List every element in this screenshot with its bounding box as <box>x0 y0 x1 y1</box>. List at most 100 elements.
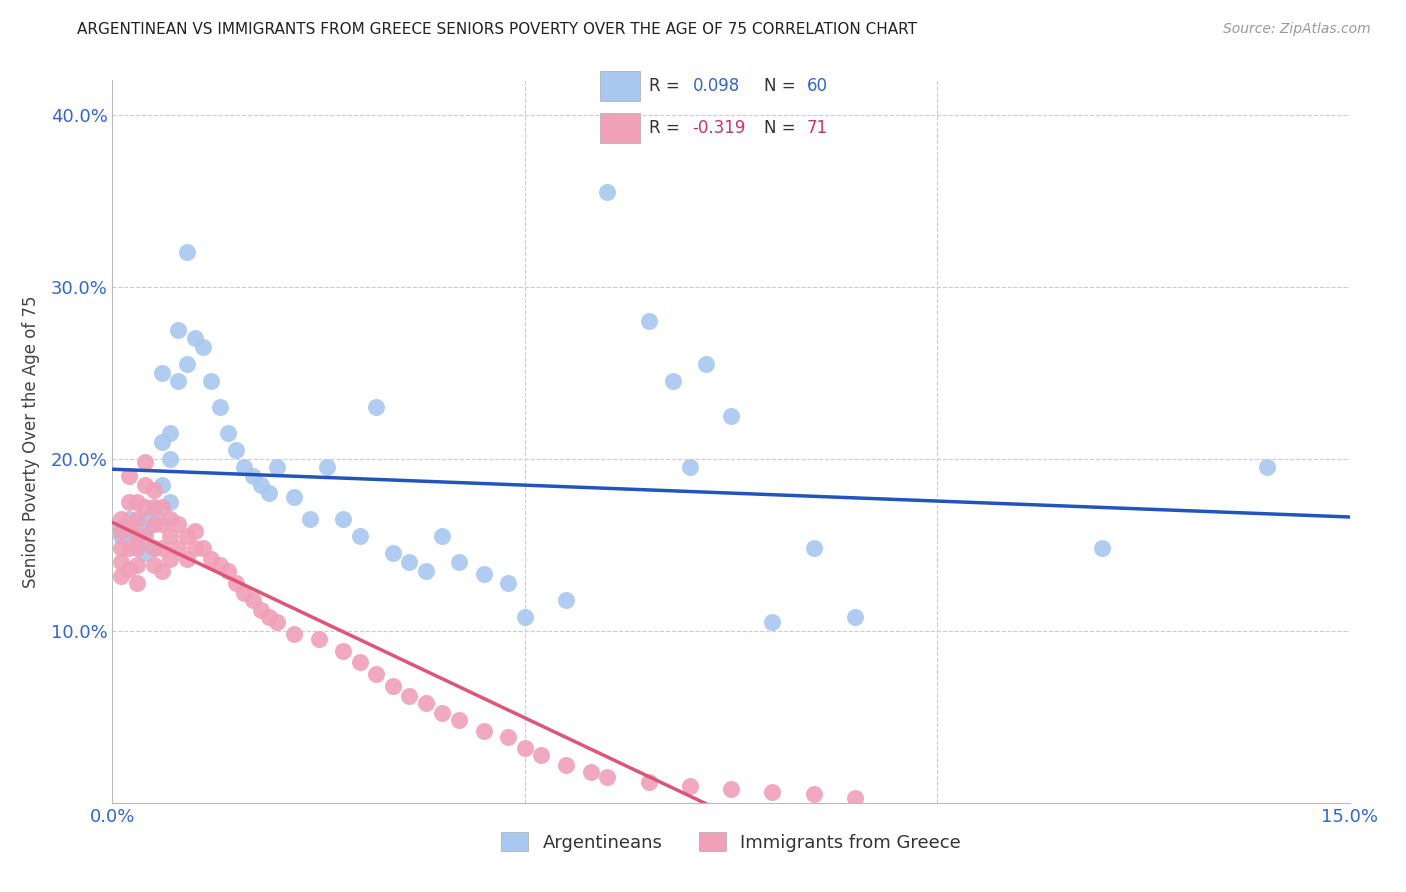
Point <box>176 245 198 260</box>
Point <box>110 555 132 569</box>
Point <box>472 567 495 582</box>
Point <box>200 375 222 389</box>
Point <box>150 477 173 491</box>
Point <box>184 331 207 345</box>
Point <box>366 666 388 681</box>
Text: 60: 60 <box>807 77 828 95</box>
Point <box>176 551 198 566</box>
Point <box>110 568 132 582</box>
Point <box>167 323 190 337</box>
Point <box>844 610 866 624</box>
Text: -0.319: -0.319 <box>693 119 747 136</box>
Point <box>150 500 173 514</box>
Point <box>134 500 156 514</box>
Point <box>225 443 247 458</box>
Point <box>142 558 165 573</box>
Point <box>415 696 437 710</box>
Point <box>127 529 149 543</box>
Point <box>398 689 420 703</box>
Point <box>127 524 149 538</box>
Text: N =: N = <box>763 77 800 95</box>
Point <box>332 644 354 658</box>
Point <box>127 494 149 508</box>
Point <box>118 517 141 532</box>
Point <box>176 529 198 543</box>
Point <box>150 541 173 556</box>
Point <box>250 477 273 491</box>
FancyBboxPatch shape <box>600 71 640 101</box>
Legend: Argentineans, Immigrants from Greece: Argentineans, Immigrants from Greece <box>494 825 969 859</box>
Point <box>803 787 825 801</box>
Point <box>366 400 388 414</box>
Point <box>142 517 165 532</box>
Point <box>257 486 280 500</box>
Point <box>134 529 156 543</box>
Point <box>200 551 222 566</box>
Point <box>447 713 470 727</box>
Point <box>127 512 149 526</box>
Point <box>720 409 742 423</box>
Point <box>283 627 305 641</box>
Point <box>208 400 231 414</box>
Point <box>142 483 165 497</box>
Point <box>118 512 141 526</box>
Point <box>555 758 578 772</box>
Point <box>127 541 149 556</box>
FancyBboxPatch shape <box>600 113 640 143</box>
Point <box>127 558 149 573</box>
Point <box>159 551 181 566</box>
Point <box>118 494 141 508</box>
Point <box>110 541 132 556</box>
Point <box>1256 460 1278 475</box>
Point <box>513 740 536 755</box>
Point <box>167 375 190 389</box>
Point <box>110 524 132 538</box>
Point <box>167 541 190 556</box>
Point <box>142 517 165 532</box>
Point <box>233 460 256 475</box>
Point <box>118 524 141 538</box>
Point <box>118 541 141 556</box>
Point <box>266 615 288 630</box>
Point <box>159 512 181 526</box>
Point <box>184 541 207 556</box>
Point <box>761 785 783 799</box>
Point <box>142 541 165 556</box>
Point <box>150 517 173 532</box>
Point <box>134 455 156 469</box>
Point <box>498 575 520 590</box>
Point <box>110 529 132 543</box>
Point <box>637 775 659 789</box>
Point <box>761 615 783 630</box>
Point <box>150 434 173 449</box>
Point <box>217 425 239 440</box>
Point <box>844 790 866 805</box>
Point <box>217 564 239 578</box>
Point <box>679 779 702 793</box>
Point <box>118 469 141 483</box>
Point <box>127 575 149 590</box>
Point <box>142 541 165 556</box>
Text: 71: 71 <box>807 119 828 136</box>
Text: Source: ZipAtlas.com: Source: ZipAtlas.com <box>1223 22 1371 37</box>
Point <box>127 517 149 532</box>
Point <box>415 564 437 578</box>
Point <box>662 375 685 389</box>
Text: R =: R = <box>650 77 685 95</box>
Point <box>142 503 165 517</box>
Point <box>283 490 305 504</box>
Point <box>637 314 659 328</box>
Point <box>308 632 330 647</box>
Point <box>695 357 717 371</box>
Point <box>596 770 619 784</box>
Point <box>142 500 165 514</box>
Point <box>1091 541 1114 556</box>
Point <box>250 603 273 617</box>
Point <box>720 782 742 797</box>
Y-axis label: Seniors Poverty Over the Age of 75: Seniors Poverty Over the Age of 75 <box>21 295 39 588</box>
Point <box>150 564 173 578</box>
Point <box>110 520 132 534</box>
Point <box>134 477 156 491</box>
Point <box>167 517 190 532</box>
Point <box>110 512 132 526</box>
